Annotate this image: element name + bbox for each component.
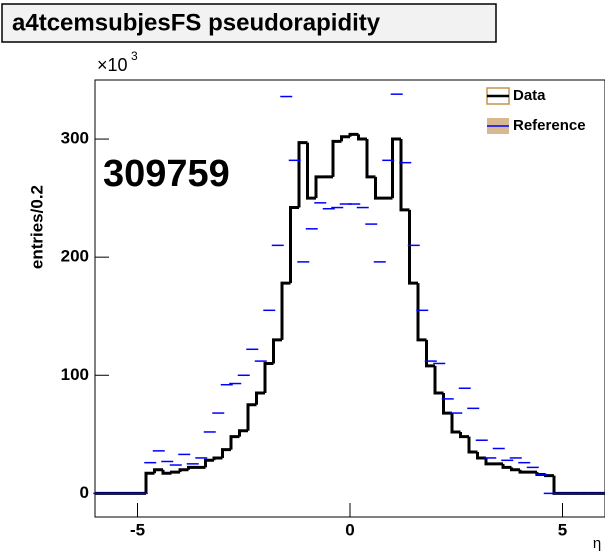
- data-bin: [340, 135, 350, 142]
- x-tick-label: 0: [345, 520, 354, 539]
- chart-title: a4tcemsubjesFS pseudorapidity: [12, 9, 381, 36]
- annotation: 309759: [103, 153, 230, 195]
- data-bin: [365, 139, 376, 179]
- data-bin: [391, 137, 401, 199]
- data-bin: [297, 141, 308, 208]
- data-bin: [459, 431, 469, 439]
- data-bin: [229, 435, 240, 450]
- data-bin: [161, 469, 172, 475]
- plot-frame: [94, 79, 605, 518]
- y-axis-label: entries/0.2: [27, 185, 46, 269]
- data-bin: [212, 456, 223, 461]
- legend-label: Reference: [513, 117, 586, 134]
- x-axis-label: η: [593, 535, 601, 552]
- data-bin: [518, 469, 529, 474]
- data-bin: [484, 457, 495, 466]
- data-bin: [246, 403, 257, 431]
- data-bin: [263, 361, 274, 393]
- data-bin: [433, 365, 444, 395]
- y-tick-label: 300: [61, 129, 89, 148]
- data-bin: [408, 209, 418, 285]
- data-bin: [255, 391, 265, 405]
- data-bin: [204, 458, 214, 468]
- data-bin: [170, 470, 180, 474]
- x-tick-label: -5: [130, 520, 145, 539]
- data-bin: [314, 175, 325, 199]
- data-bin: [272, 338, 282, 364]
- data-bin: [280, 281, 291, 340]
- data-bin: [221, 448, 231, 458]
- data-bin: [552, 475, 563, 495]
- data-bin: [476, 452, 486, 460]
- data-bin: [144, 471, 155, 494]
- data-bin: [374, 176, 384, 200]
- data-bin: [306, 142, 316, 200]
- data-bin: [153, 468, 163, 474]
- y-tick-label: 200: [61, 247, 89, 266]
- data-bin: [510, 467, 520, 472]
- data-bin: [289, 206, 299, 284]
- data-bin: [442, 392, 452, 415]
- title-box: [1, 3, 497, 43]
- y-multiplier-exp: 3: [131, 49, 138, 63]
- data-bin: [416, 283, 427, 342]
- y-multiplier: ×10: [97, 55, 128, 75]
- data-bin: [331, 139, 342, 177]
- data-bin: [238, 429, 248, 437]
- data-bin: [348, 132, 359, 137]
- data-bin: [450, 413, 461, 434]
- legend-label: Data: [513, 87, 546, 104]
- y-tick-label: 100: [61, 365, 89, 384]
- data-bin: [467, 436, 478, 454]
- data-bin: [178, 468, 189, 473]
- data-bin: [425, 339, 435, 368]
- data-bin: [399, 139, 410, 212]
- x-tick-label: 5: [558, 520, 567, 539]
- data-bin: [187, 465, 197, 470]
- y-tick-label: 0: [80, 483, 89, 502]
- data-bin: [501, 463, 512, 469]
- data-bin: [357, 134, 367, 141]
